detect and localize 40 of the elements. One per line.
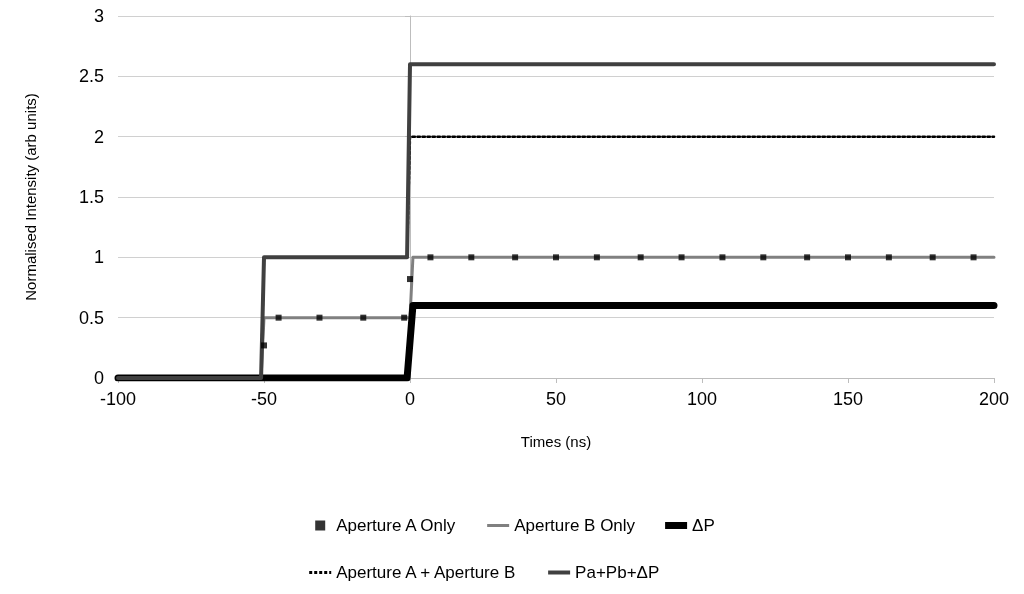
x-tick-label: 150 (832, 389, 864, 409)
y-tick-label: 0.5 (78, 307, 104, 328)
legend-label: ΔP (692, 516, 715, 535)
point (593, 254, 600, 261)
legend-label: Aperture A Only (336, 516, 456, 535)
point (468, 254, 475, 261)
point (760, 254, 767, 261)
y-tick-label: 3 (93, 6, 104, 26)
y-tick-label: 2.5 (78, 66, 104, 87)
point (885, 254, 892, 261)
y-tick-label: 1 (93, 247, 104, 268)
point (261, 342, 267, 349)
point (275, 314, 282, 321)
y-tick-label: 1.5 (78, 187, 104, 207)
point (804, 254, 811, 261)
legend-label: Aperture A + Aperture B (336, 563, 516, 582)
point (970, 254, 977, 261)
point (719, 254, 726, 261)
point (427, 254, 434, 261)
x-tick-label: 200 (978, 389, 1010, 409)
point (637, 254, 644, 261)
point (407, 276, 413, 283)
x-tick-label: 100 (686, 389, 718, 409)
x-tick-label: 50 (545, 389, 567, 409)
legend-label: Aperture B Only (514, 516, 636, 535)
point (678, 254, 685, 261)
point (929, 254, 936, 261)
legend-label: Pa+Pb+ΔP (575, 563, 660, 582)
point (553, 254, 559, 261)
x-axis-title: Times (ns) (520, 433, 592, 450)
point (512, 254, 519, 261)
x-tick-label: -50 (250, 389, 278, 409)
y-axis-title: Normalised Intensity (arb units) (22, 93, 39, 301)
y-tick-label: 2 (93, 126, 104, 147)
point (316, 314, 323, 321)
x-tick-label: -100 (99, 389, 137, 409)
y-tick-label: 0 (93, 368, 104, 388)
point (360, 314, 367, 321)
x-tick-label: 0 (404, 389, 416, 409)
point (845, 254, 851, 261)
